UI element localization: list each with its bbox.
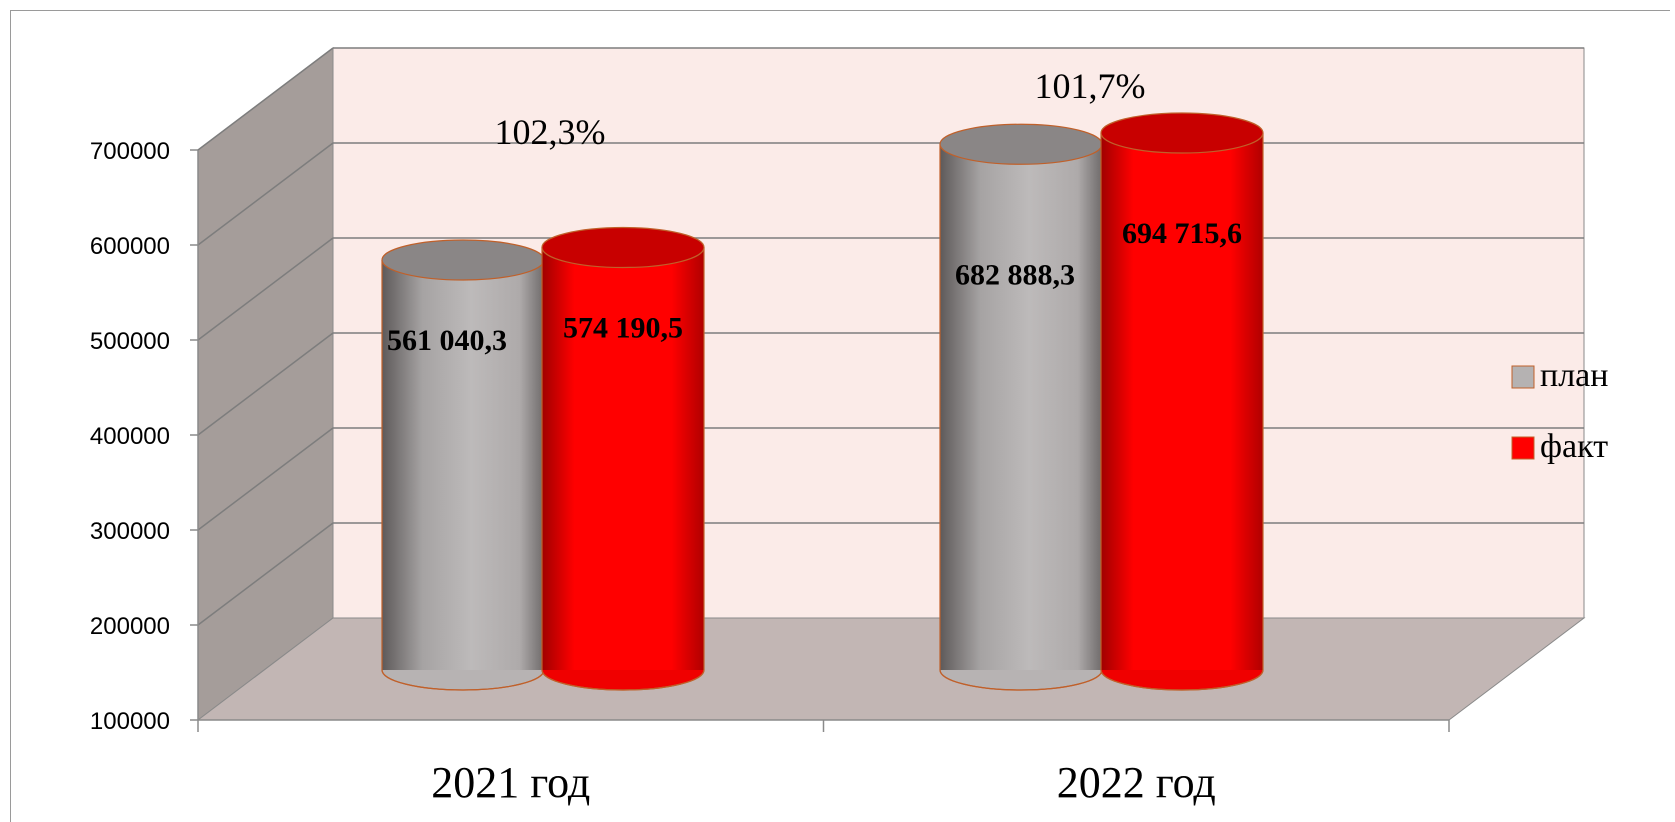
- gridline-side: [197, 237, 334, 341]
- legend-label-факт: факт: [1540, 428, 1608, 465]
- cylinder-body: [940, 144, 1102, 671]
- gridline-side: [197, 47, 334, 151]
- y-axis: 100000 200000 300000 400000 500000 600000 7000…: [90, 138, 199, 735]
- y-tick-label: 300000: [90, 518, 170, 545]
- gridline-side: [197, 142, 334, 246]
- y-tick-label: 700000: [90, 138, 170, 165]
- data-label: 574 190,5: [563, 312, 683, 345]
- data-labels: 561 040,3 574 190,5 682 888,3 694 715,6 102,…: [387, 66, 1242, 357]
- legend-label-план: план: [1540, 357, 1608, 394]
- cylinder-top: [939, 123, 1103, 165]
- cylinder-base-edge: [939, 669, 1103, 691]
- x-axis: 2021 год 2022 год: [197, 719, 1450, 807]
- cylinder-план-1: [381, 239, 545, 691]
- cylinder-top: [381, 239, 545, 281]
- x-category-label: 2021 год: [431, 758, 590, 807]
- bars: [381, 112, 1264, 691]
- percent-annotation: 101,7%: [1035, 66, 1146, 106]
- cylinder-факт-2: [1100, 112, 1264, 691]
- cylinder-top: [541, 226, 705, 269]
- y-tick-label: 200000: [90, 613, 170, 640]
- y-tick-label: 600000: [90, 233, 170, 260]
- cylinder-base-edge: [1100, 669, 1264, 691]
- gridline-side: [197, 332, 334, 436]
- percent-annotation: 102,3%: [495, 112, 606, 152]
- legend-swatch-факт: [1511, 436, 1535, 460]
- y-tick-label: 400000: [90, 423, 170, 450]
- cylinder-body: [1101, 133, 1263, 670]
- legend-swatch-план: [1511, 365, 1535, 389]
- cylinder-base-edge: [381, 669, 545, 691]
- cylinder-body: [382, 260, 544, 670]
- cylinder-факт-1: [541, 226, 705, 691]
- y-tick-label: 100000: [90, 708, 170, 735]
- gridline-side: [197, 427, 334, 531]
- cylinder-base-edge: [541, 669, 705, 691]
- cylinder-body: [542, 247, 704, 670]
- data-label: 694 715,6: [1122, 217, 1242, 250]
- gridline-side: [197, 522, 334, 626]
- cylinder-top: [1100, 112, 1264, 154]
- chart-frame: [10, 10, 1670, 822]
- data-label: 561 040,3: [387, 324, 507, 357]
- data-label: 682 888,3: [955, 258, 1075, 291]
- y-tick-label: 500000: [90, 328, 170, 355]
- cylinder-план-2: [939, 123, 1103, 691]
- legend: план факт: [1511, 357, 1608, 465]
- x-category-label: 2022 год: [1057, 758, 1216, 807]
